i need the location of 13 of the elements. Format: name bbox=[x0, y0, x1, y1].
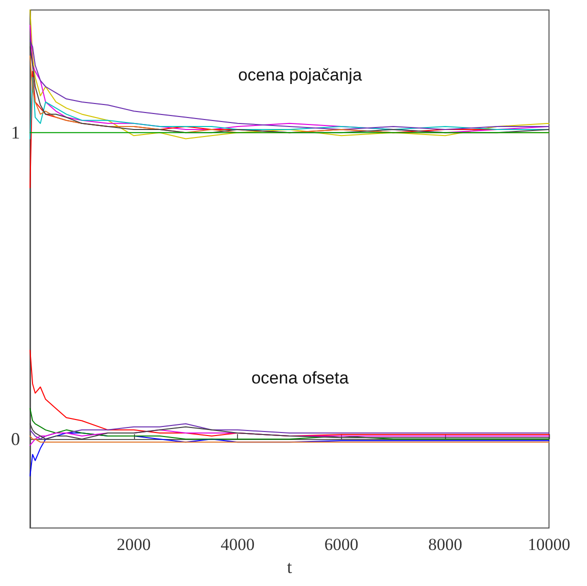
x-axis-title: t bbox=[286, 556, 292, 577]
annotation: ocena ofseta bbox=[251, 368, 350, 388]
y-tick-label: 1 bbox=[11, 122, 20, 143]
x-tick-label: 8000 bbox=[428, 535, 462, 554]
x-tick-label: 4000 bbox=[220, 535, 255, 554]
x-tick-label: 2000 bbox=[116, 535, 151, 554]
line-series bbox=[30, 423, 550, 440]
line-series bbox=[30, 10, 550, 140]
y-tick-label: 0 bbox=[11, 429, 20, 450]
x-tick-label: 6000 bbox=[324, 535, 358, 554]
line-series bbox=[30, 408, 550, 440]
annotation: ocena pojačanja bbox=[238, 66, 362, 84]
x-tick-label: 10000 bbox=[528, 535, 570, 554]
